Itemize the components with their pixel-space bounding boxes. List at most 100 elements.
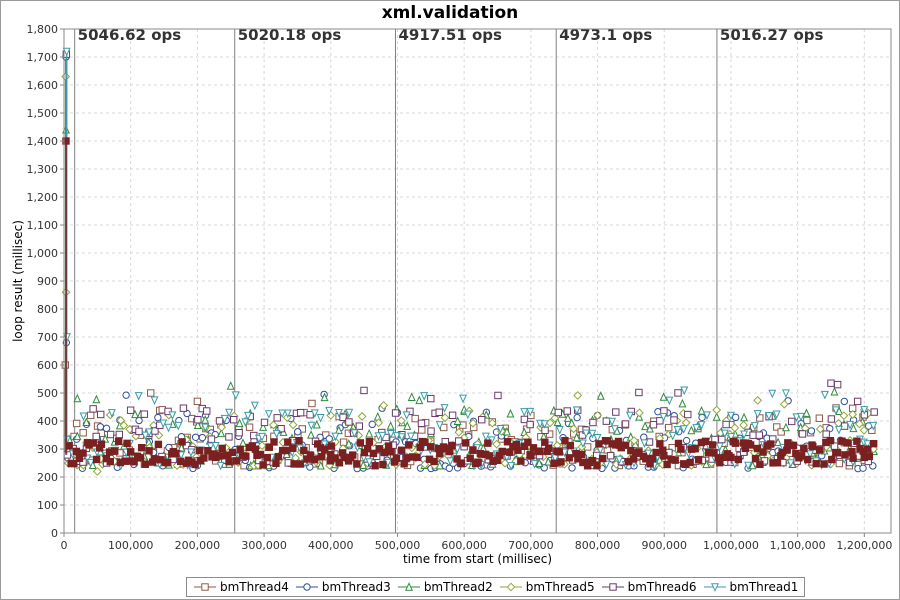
data-point bbox=[815, 414, 824, 422]
data-point bbox=[242, 452, 250, 460]
data-point bbox=[849, 423, 858, 433]
legend: bmThread4 bmThread3 bmThread2 bmThread5 bmTh… bbox=[186, 577, 806, 597]
y-tick-label: 1,300 bbox=[27, 163, 59, 176]
data-point bbox=[855, 419, 864, 429]
data-point bbox=[768, 389, 777, 399]
data-point bbox=[288, 420, 298, 430]
x-tick-label: 300,000 bbox=[241, 539, 287, 552]
data-point bbox=[846, 420, 855, 430]
data-point bbox=[448, 441, 456, 450]
data-point bbox=[787, 417, 796, 426]
data-point bbox=[720, 429, 729, 439]
data-point bbox=[191, 433, 200, 441]
data-point bbox=[206, 442, 215, 452]
data-point bbox=[226, 381, 235, 390]
data-point bbox=[463, 410, 472, 420]
data-point bbox=[484, 439, 492, 447]
legend-item-bmThread6: bmThread6 bbox=[601, 580, 697, 594]
data-point bbox=[612, 408, 620, 416]
data-point bbox=[446, 457, 455, 466]
data-point bbox=[427, 394, 435, 403]
data-point bbox=[641, 421, 650, 431]
data-point bbox=[232, 457, 241, 465]
data-point bbox=[274, 452, 283, 461]
data-point bbox=[357, 412, 367, 421]
y-tick-label: 1,400 bbox=[27, 135, 59, 148]
data-point bbox=[828, 455, 836, 464]
data-point bbox=[70, 459, 78, 468]
data-point bbox=[335, 459, 344, 467]
data-point bbox=[282, 413, 292, 422]
data-point bbox=[72, 447, 81, 456]
data-point bbox=[250, 401, 259, 411]
data-point bbox=[316, 414, 325, 423]
data-point bbox=[235, 428, 243, 437]
data-point bbox=[406, 407, 414, 416]
data-point bbox=[635, 388, 643, 397]
data-point bbox=[710, 583, 719, 592]
data-point bbox=[97, 440, 106, 448]
data-point bbox=[126, 406, 135, 414]
data-point bbox=[380, 448, 389, 457]
data-point bbox=[193, 397, 202, 406]
data-point bbox=[602, 417, 611, 425]
data-point bbox=[692, 424, 701, 433]
data-point bbox=[555, 426, 564, 435]
plot-border bbox=[63, 28, 892, 534]
data-point bbox=[263, 453, 271, 462]
legend-symbol bbox=[397, 582, 420, 591]
data-point bbox=[325, 406, 334, 416]
data-point bbox=[536, 422, 546, 432]
data-point bbox=[648, 454, 657, 463]
data-point bbox=[610, 425, 619, 434]
data-point bbox=[241, 418, 250, 427]
data-point bbox=[198, 433, 207, 442]
data-point bbox=[727, 433, 736, 442]
data-point bbox=[122, 391, 130, 399]
data-point bbox=[797, 452, 806, 460]
data-point bbox=[65, 442, 73, 450]
data-point bbox=[79, 412, 88, 422]
data-point bbox=[96, 423, 105, 431]
data-point bbox=[440, 404, 449, 413]
data-point bbox=[869, 421, 878, 431]
data-point bbox=[870, 408, 878, 416]
y-tick-label: 800 bbox=[37, 303, 58, 316]
data-point bbox=[545, 444, 553, 452]
y-tick-label: 100 bbox=[37, 499, 58, 512]
data-point bbox=[608, 583, 617, 591]
data-point bbox=[573, 391, 583, 400]
data-point bbox=[295, 436, 303, 445]
data-point bbox=[792, 413, 801, 422]
data-point bbox=[833, 380, 842, 389]
data-point bbox=[400, 460, 408, 468]
data-point bbox=[712, 405, 722, 415]
x-tick-label: 400,000 bbox=[308, 539, 354, 552]
data-point bbox=[773, 459, 782, 467]
data-point bbox=[577, 442, 587, 452]
data-point bbox=[827, 379, 835, 387]
data-point bbox=[860, 453, 869, 462]
data-point bbox=[756, 414, 764, 422]
data-point bbox=[402, 411, 411, 421]
data-point bbox=[403, 421, 412, 430]
data-point bbox=[588, 429, 597, 439]
data-point bbox=[318, 452, 326, 461]
data-point bbox=[327, 442, 336, 450]
data-point bbox=[507, 462, 516, 471]
y-tick-label: 200 bbox=[37, 471, 58, 484]
x-tick-label: 1,100,000 bbox=[770, 539, 826, 552]
data-point bbox=[514, 446, 522, 454]
data-point bbox=[773, 423, 781, 431]
data-point bbox=[535, 447, 544, 456]
data-point bbox=[265, 443, 274, 451]
data-point bbox=[578, 450, 586, 459]
data-point bbox=[178, 438, 186, 446]
data-point bbox=[756, 460, 764, 469]
data-point bbox=[809, 442, 817, 451]
data-point bbox=[781, 422, 790, 432]
data-point bbox=[520, 408, 529, 417]
data-point bbox=[164, 458, 172, 467]
data-point bbox=[561, 436, 569, 445]
